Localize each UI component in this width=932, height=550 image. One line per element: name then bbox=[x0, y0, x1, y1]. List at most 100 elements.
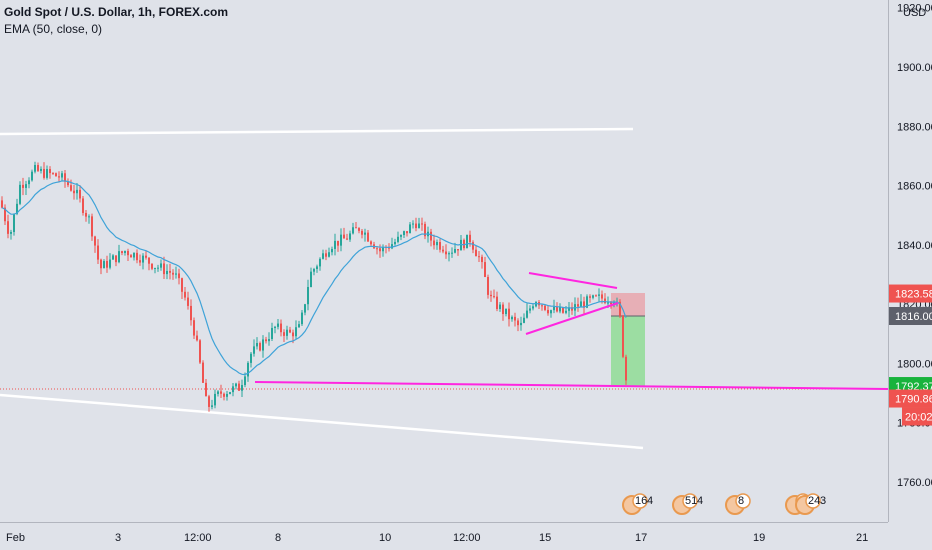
time-label-8: 8 bbox=[275, 532, 281, 544]
candle-body bbox=[601, 294, 603, 299]
candle-body bbox=[592, 295, 594, 298]
candle-body bbox=[40, 168, 42, 171]
candle-body bbox=[151, 263, 153, 269]
candle-body bbox=[490, 294, 492, 297]
candle-body bbox=[130, 255, 132, 258]
time-label-19: 19 bbox=[753, 532, 765, 544]
candle-body bbox=[460, 239, 462, 251]
candle-body bbox=[523, 317, 525, 323]
candle-body bbox=[175, 273, 177, 275]
candle-body bbox=[466, 234, 468, 249]
upper-trend-line[interactable] bbox=[0, 127, 634, 136]
take-profit-zone[interactable] bbox=[611, 316, 645, 386]
candle-body bbox=[166, 270, 168, 275]
countdown-label: 20:02 bbox=[905, 412, 932, 424]
candle-body bbox=[382, 246, 384, 252]
candle-body bbox=[298, 324, 300, 328]
time-label-21: 21 bbox=[856, 532, 868, 544]
candle-body bbox=[388, 247, 390, 249]
candle-body bbox=[241, 385, 243, 391]
time-label-feb: Feb bbox=[6, 532, 25, 544]
event-marker[interactable]: 24 3 bbox=[795, 493, 826, 515]
candle-body bbox=[52, 173, 54, 175]
candle-body bbox=[1, 200, 3, 208]
candle-body bbox=[280, 323, 282, 333]
economic-events[interactable]: 164514818243 bbox=[622, 493, 826, 515]
candle-body bbox=[598, 294, 600, 296]
candle-body bbox=[73, 190, 75, 194]
support-line[interactable] bbox=[254, 381, 889, 390]
time-label-3: 3 bbox=[115, 532, 121, 544]
candle-body bbox=[118, 251, 120, 263]
countdown-tag bbox=[902, 407, 932, 426]
event-badge bbox=[805, 493, 821, 509]
candle-body bbox=[82, 198, 84, 213]
candle-body bbox=[376, 248, 378, 250]
ema-line[interactable] bbox=[1, 180, 627, 376]
candle-body bbox=[517, 320, 519, 326]
candle-body bbox=[64, 173, 66, 182]
triangle-upper-line[interactable] bbox=[528, 272, 618, 289]
candle-body bbox=[370, 241, 372, 245]
ema-indicator-label[interactable]: EMA (50, close, 0) bbox=[4, 22, 103, 36]
candle-body bbox=[406, 231, 408, 234]
candle-body bbox=[16, 203, 18, 214]
candle-body bbox=[331, 248, 333, 253]
candle-body bbox=[61, 173, 63, 178]
candle-body bbox=[415, 223, 417, 229]
candle-body bbox=[571, 307, 573, 311]
candle-body bbox=[184, 291, 186, 298]
candle-body bbox=[568, 307, 570, 311]
candle-body bbox=[187, 297, 189, 306]
candle-body bbox=[55, 173, 57, 177]
candle-body bbox=[76, 189, 78, 194]
candle-body bbox=[529, 308, 531, 311]
event-marker[interactable]: 51 4 bbox=[672, 493, 703, 515]
candle-body bbox=[190, 305, 192, 321]
time-label-17: 17 bbox=[635, 532, 647, 544]
candle-body bbox=[604, 298, 606, 304]
price-tag-label: 1790.86 bbox=[895, 394, 932, 406]
candlesticks bbox=[1, 161, 627, 412]
candle-body bbox=[205, 382, 207, 397]
candle-body bbox=[94, 236, 96, 246]
candle-body bbox=[217, 391, 219, 394]
candle-body bbox=[13, 213, 15, 232]
candle-body bbox=[322, 253, 324, 259]
time-axis[interactable]: Feb 3 12:00 8 10 12:00 15 17 19 21 bbox=[6, 532, 868, 544]
candle-body bbox=[484, 262, 486, 277]
candle-body bbox=[346, 238, 348, 240]
price-tick-label: 1900.00 bbox=[897, 62, 932, 74]
candle-body bbox=[229, 392, 231, 394]
event-marker[interactable]: 16 4 bbox=[622, 493, 653, 515]
lower-trend-line[interactable] bbox=[0, 393, 644, 450]
symbol-title[interactable]: Gold Spot / U.S. Dollar, 1h, FOREX.com bbox=[4, 5, 229, 19]
candle-body bbox=[595, 295, 597, 297]
candle-body bbox=[31, 171, 33, 181]
candle-body bbox=[361, 230, 363, 235]
candle-body bbox=[520, 322, 522, 326]
candle-body bbox=[514, 316, 516, 321]
candle-body bbox=[259, 343, 261, 351]
candle-body bbox=[502, 304, 504, 315]
candle-body bbox=[244, 376, 246, 386]
candle-body bbox=[247, 362, 249, 377]
price-tag-label: 1816.00 bbox=[895, 311, 932, 323]
candle-body bbox=[400, 235, 402, 237]
time-label-1200-a: 12:00 bbox=[184, 532, 212, 544]
candle-body bbox=[367, 232, 369, 242]
event-marker[interactable]: 8 bbox=[725, 493, 751, 515]
candle-body bbox=[22, 184, 24, 188]
candle-body bbox=[448, 253, 450, 255]
candle-body bbox=[109, 259, 111, 268]
event-count: 4 bbox=[697, 495, 703, 507]
candle-body bbox=[352, 227, 354, 234]
candle-body bbox=[121, 251, 123, 253]
candle-body bbox=[544, 305, 546, 310]
chart-legend[interactable]: Gold Spot / U.S. Dollar, 1h, FOREX.com E… bbox=[4, 4, 228, 38]
candle-body bbox=[442, 249, 444, 252]
triangle-lower-line[interactable] bbox=[525, 302, 619, 335]
